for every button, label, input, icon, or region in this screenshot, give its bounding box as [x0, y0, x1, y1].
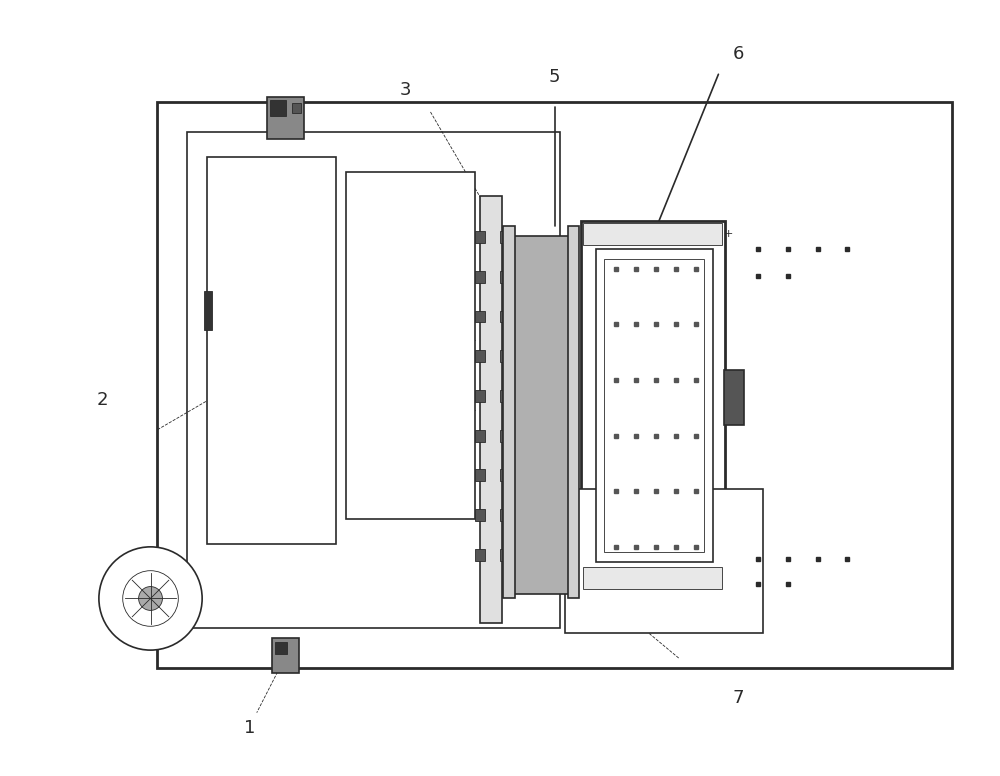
Bar — [500, 390, 510, 402]
Bar — [475, 469, 485, 481]
Bar — [583, 566, 722, 588]
Bar — [500, 271, 510, 282]
Bar — [475, 271, 485, 282]
Bar — [500, 469, 510, 481]
Text: 2: 2 — [97, 391, 109, 409]
Bar — [500, 509, 510, 521]
Text: 6: 6 — [733, 46, 744, 64]
Bar — [724, 370, 744, 424]
Bar — [270, 100, 286, 116]
Bar — [596, 249, 713, 562]
Bar — [292, 103, 301, 113]
Circle shape — [99, 547, 202, 650]
Text: 7: 7 — [733, 689, 744, 707]
Bar — [204, 291, 212, 331]
Bar — [500, 231, 510, 243]
Bar — [475, 509, 485, 521]
Bar — [500, 350, 510, 362]
Bar — [565, 490, 763, 633]
Bar — [475, 231, 485, 243]
Bar — [510, 236, 569, 594]
Bar — [500, 310, 510, 323]
Bar — [581, 221, 725, 608]
Text: 3: 3 — [400, 81, 411, 99]
Bar — [500, 430, 510, 442]
Bar — [267, 97, 304, 139]
Bar — [272, 638, 299, 673]
Bar — [503, 226, 515, 598]
Circle shape — [123, 570, 178, 626]
Bar — [346, 171, 475, 519]
Bar — [475, 350, 485, 362]
Bar — [480, 196, 502, 623]
Bar — [275, 643, 287, 654]
Bar — [475, 310, 485, 323]
Bar — [583, 223, 722, 245]
Bar — [604, 259, 704, 552]
Bar — [475, 430, 485, 442]
Text: 1: 1 — [244, 719, 255, 736]
Circle shape — [139, 587, 162, 611]
Bar — [207, 157, 336, 544]
Text: 5: 5 — [549, 68, 560, 86]
Bar — [475, 390, 485, 402]
Bar — [475, 549, 485, 561]
Text: +: + — [724, 229, 733, 239]
Bar — [500, 549, 510, 561]
Bar — [157, 102, 952, 668]
Bar — [568, 226, 579, 598]
Bar — [187, 132, 560, 629]
